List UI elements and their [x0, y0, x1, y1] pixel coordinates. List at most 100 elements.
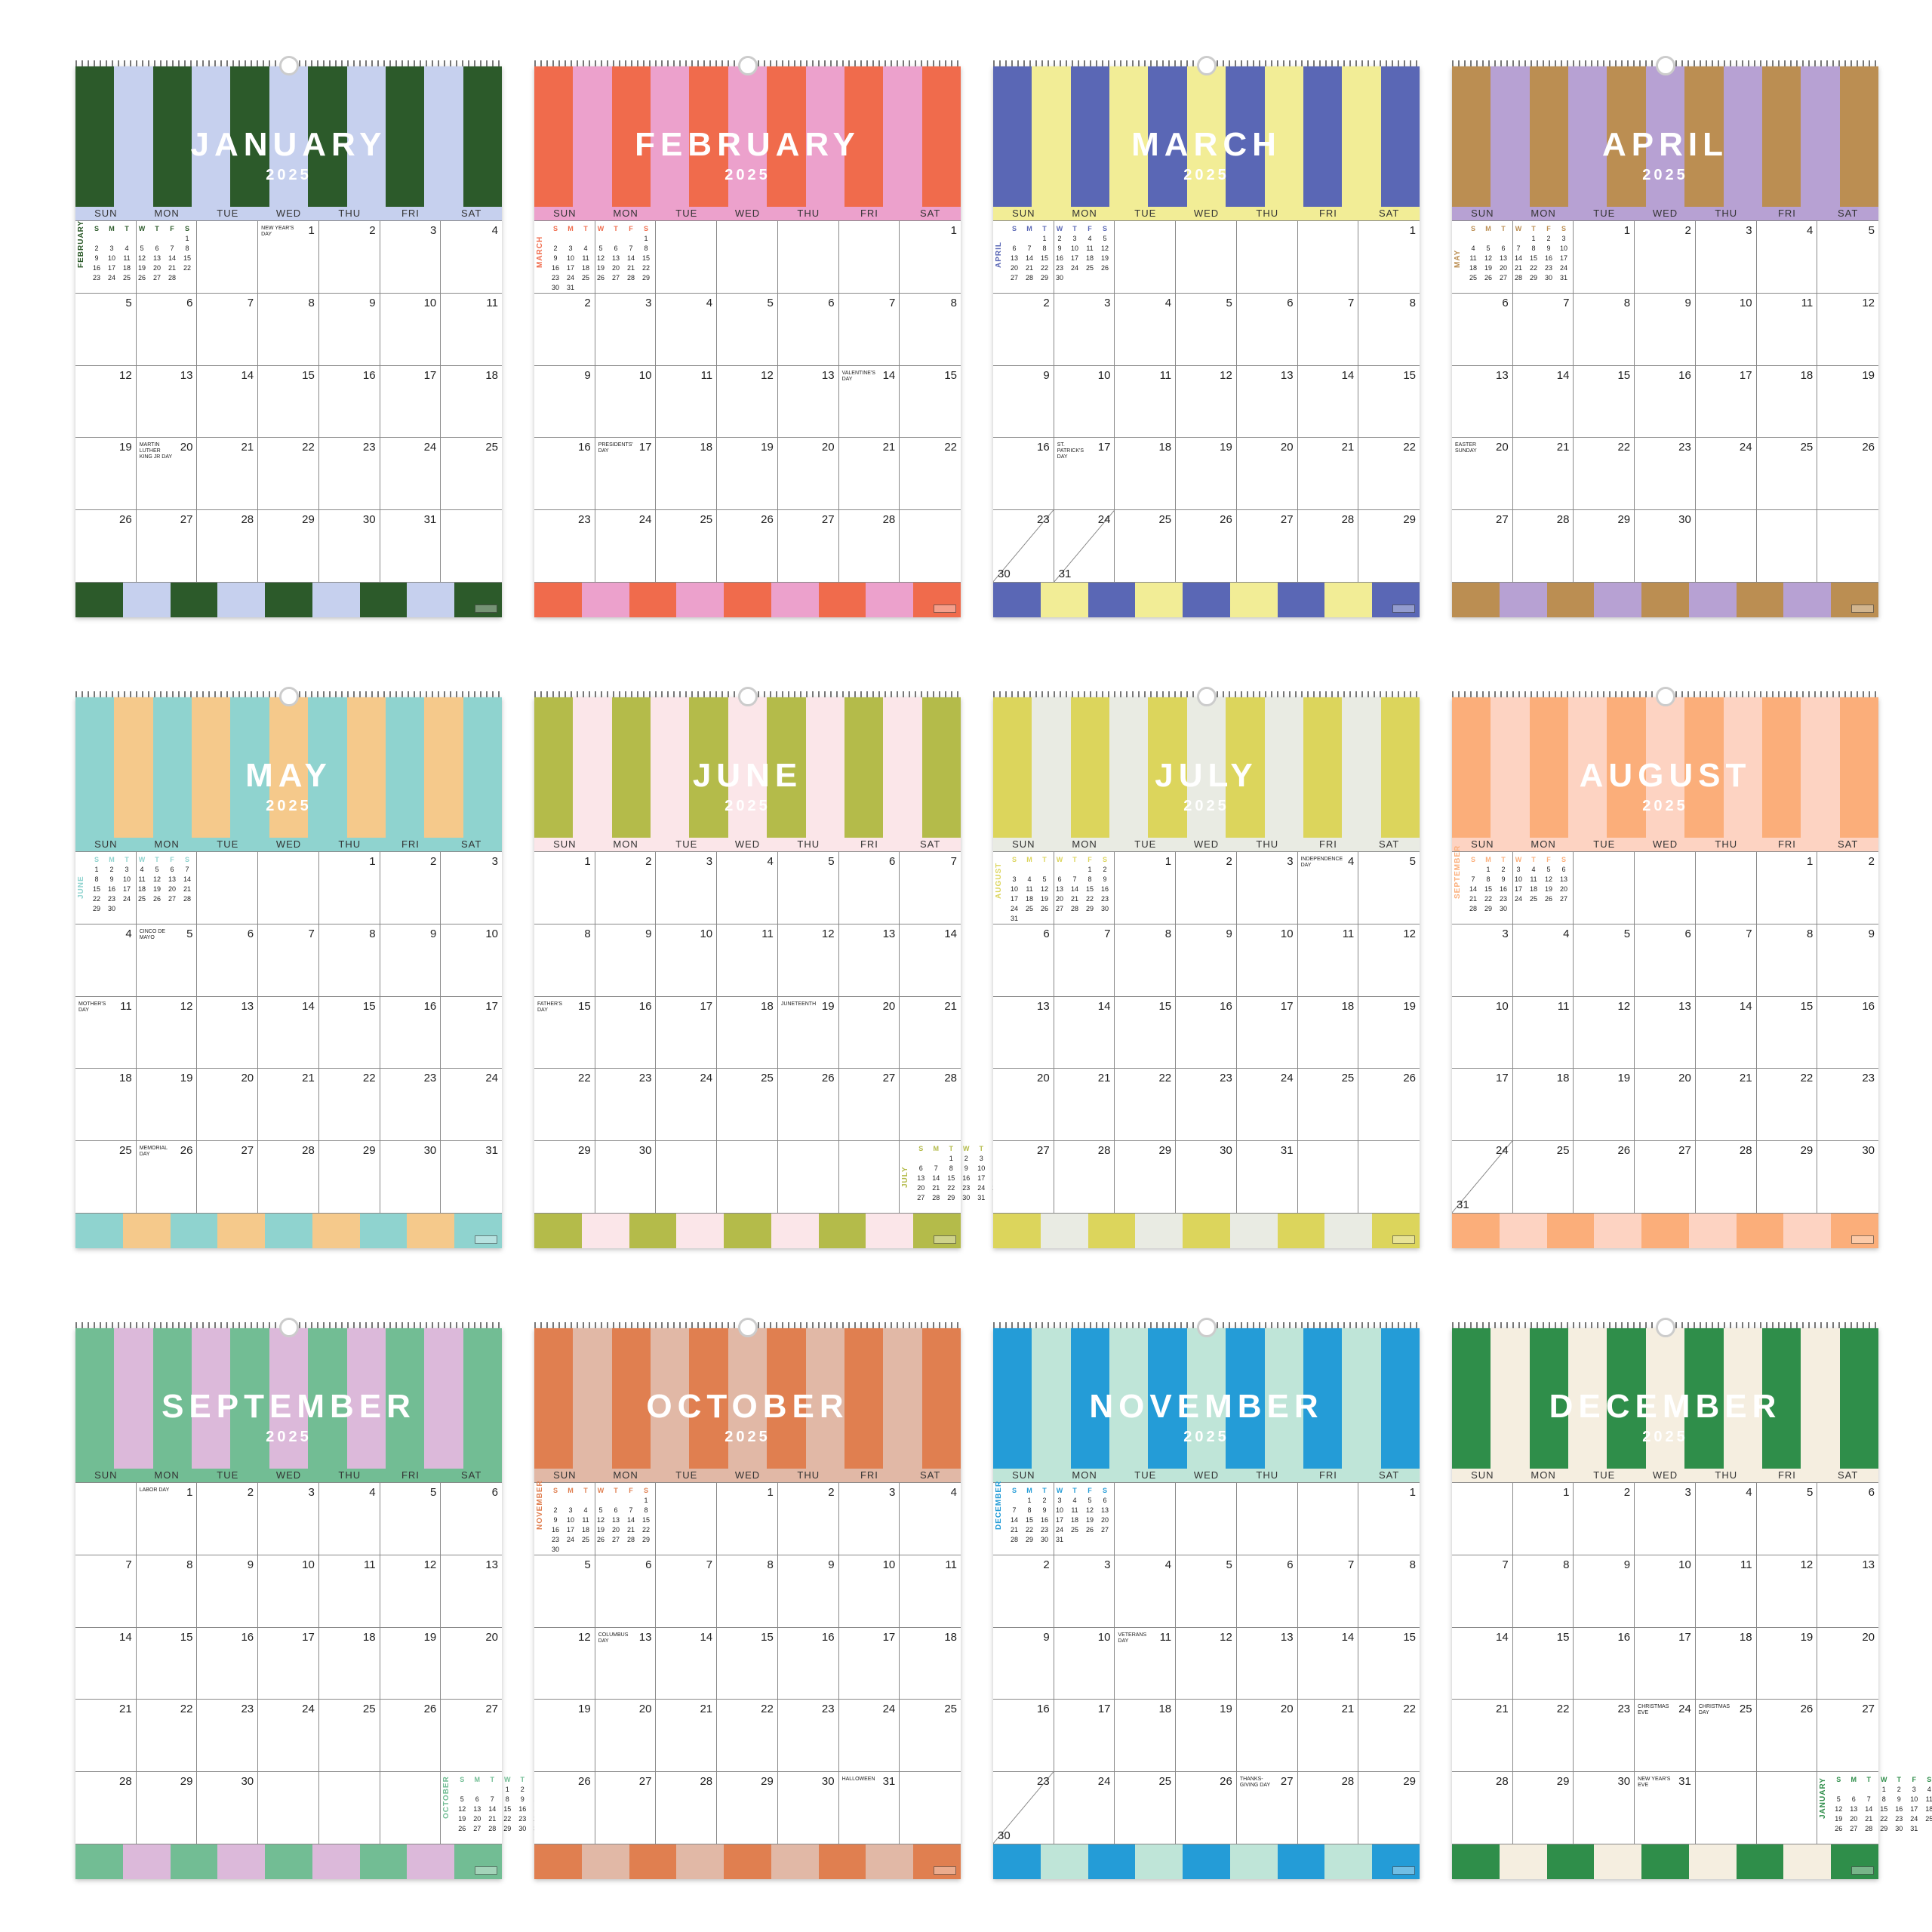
day-cell[interactable]: 14: [1512, 365, 1574, 438]
day-cell[interactable]: 10: [1054, 365, 1115, 438]
day-cell[interactable]: 3: [1054, 1555, 1115, 1628]
day-cell[interactable]: [318, 1772, 380, 1844]
day-cell[interactable]: 18: [656, 438, 718, 511]
day-cell[interactable]: 9: [1635, 293, 1696, 366]
day-cell[interactable]: 11 VETERANS DAY: [1115, 1627, 1177, 1700]
day-cell[interactable]: 3: [1635, 1483, 1696, 1555]
day-cell[interactable]: 6: [1236, 293, 1298, 366]
day-cell[interactable]: 29: [1358, 1772, 1420, 1844]
day-cell[interactable]: 25: [1297, 1069, 1359, 1142]
day-cell[interactable]: 20: [1236, 438, 1298, 511]
day-cell[interactable]: 26: [75, 510, 137, 583]
day-cell[interactable]: 28: [1297, 1772, 1359, 1844]
day-cell[interactable]: 9: [1817, 924, 1878, 997]
day-cell[interactable]: 25: [1512, 1141, 1574, 1214]
day-cell[interactable]: 27: [1635, 1141, 1696, 1214]
day-cell[interactable]: 29: [1358, 510, 1420, 583]
day-cell[interactable]: 24: [1054, 1772, 1115, 1844]
day-cell[interactable]: FEBRUARY S M T W T F S 1 2 3 4 5 6 7 8 9 10 11 12 13 14 15 16 17…: [75, 220, 191, 294]
day-cell[interactable]: 30: [1176, 1141, 1237, 1214]
day-cell[interactable]: 9: [777, 1555, 839, 1628]
day-cell[interactable]: [1574, 852, 1635, 924]
day-cell[interactable]: 6: [441, 1483, 502, 1555]
day-cell[interactable]: 6: [838, 852, 900, 924]
day-cell[interactable]: 24: [258, 1700, 319, 1773]
day-cell[interactable]: 28: [1695, 1141, 1757, 1214]
day-cell[interactable]: 7: [75, 1555, 137, 1628]
day-cell[interactable]: 23: [777, 1700, 839, 1773]
day-cell[interactable]: 21: [656, 1700, 718, 1773]
day-cell[interactable]: 14: [1054, 996, 1115, 1069]
day-cell[interactable]: 7: [1452, 1555, 1513, 1628]
day-cell[interactable]: 12: [1176, 1627, 1237, 1700]
day-cell[interactable]: 6: [595, 1555, 657, 1628]
day-cell[interactable]: 12: [1358, 924, 1420, 997]
day-cell[interactable]: 15: [318, 996, 380, 1069]
day-cell[interactable]: 7: [1054, 924, 1115, 997]
day-cell[interactable]: 30: [595, 1141, 657, 1214]
day-cell[interactable]: 27: [838, 1069, 900, 1142]
day-cell[interactable]: 16: [1574, 1627, 1635, 1700]
day-cell[interactable]: 3: [1452, 924, 1513, 997]
day-cell[interactable]: 17: [838, 1627, 900, 1700]
day-cell[interactable]: 6: [1236, 1555, 1298, 1628]
day-cell[interactable]: 1: [717, 1483, 778, 1555]
day-cell[interactable]: 20: [197, 1069, 259, 1142]
day-cell[interactable]: [1512, 221, 1574, 294]
day-cell[interactable]: 6: [993, 924, 1054, 997]
day-cell[interactable]: 9: [534, 365, 595, 438]
day-cell[interactable]: 11 MOTHER'S DAY: [75, 996, 137, 1069]
day-cell[interactable]: 28: [1054, 1141, 1115, 1214]
day-cell[interactable]: 27: [777, 510, 839, 583]
day-cell[interactable]: 27: [1452, 510, 1513, 583]
day-cell[interactable]: [1176, 1483, 1237, 1555]
day-cell[interactable]: 18: [1115, 438, 1177, 511]
day-cell[interactable]: 28: [656, 1772, 718, 1844]
day-cell[interactable]: 24: [595, 510, 657, 583]
day-cell[interactable]: 20: [1635, 1069, 1696, 1142]
day-cell[interactable]: 23: [595, 1069, 657, 1142]
day-cell[interactable]: 10: [1236, 924, 1298, 997]
day-cell[interactable]: 8: [136, 1555, 198, 1628]
day-cell[interactable]: 1: [1574, 221, 1635, 294]
day-cell[interactable]: 1 LABOR DAY: [136, 1483, 198, 1555]
day-cell[interactable]: 13: [1236, 365, 1298, 438]
day-cell[interactable]: 19: [1574, 1069, 1635, 1142]
day-cell[interactable]: 13: [1236, 1627, 1298, 1700]
day-cell[interactable]: [75, 1483, 137, 1555]
day-cell[interactable]: 2: [777, 1483, 839, 1555]
day-cell[interactable]: 25: [717, 1069, 778, 1142]
day-cell[interactable]: 18: [441, 366, 502, 438]
day-cell[interactable]: 11: [717, 924, 778, 997]
day-cell[interactable]: 26: [717, 510, 778, 583]
day-cell[interactable]: 25 CHRISTMAS DAY: [1695, 1700, 1757, 1773]
day-cell[interactable]: 28: [258, 1141, 319, 1214]
day-cell[interactable]: [197, 221, 259, 294]
day-cell[interactable]: 5 CINCO DE MAYO: [136, 924, 198, 997]
day-cell[interactable]: 25: [1115, 510, 1177, 583]
day-cell[interactable]: 16: [1176, 996, 1237, 1069]
day-cell[interactable]: 25: [656, 510, 718, 583]
day-cell[interactable]: 22: [900, 438, 961, 511]
day-cell[interactable]: 30: [1574, 1772, 1635, 1844]
day-cell[interactable]: 21: [838, 438, 900, 511]
day-cell[interactable]: 21: [1695, 1069, 1757, 1142]
day-cell[interactable]: 18: [1756, 365, 1818, 438]
day-cell[interactable]: 13: [1817, 1555, 1878, 1628]
day-cell[interactable]: 3: [258, 1483, 319, 1555]
day-cell[interactable]: 20: [1817, 1628, 1878, 1700]
day-cell[interactable]: 2: [1817, 852, 1878, 924]
day-cell[interactable]: 19: [136, 1069, 198, 1142]
day-cell[interactable]: 29: [1574, 510, 1635, 583]
day-cell[interactable]: 28: [1452, 1772, 1513, 1844]
day-cell[interactable]: 3: [656, 852, 718, 924]
day-cell[interactable]: 3: [1054, 293, 1115, 366]
day-cell[interactable]: 4: [900, 1483, 961, 1555]
day-cell[interactable]: [656, 221, 718, 294]
day-cell[interactable]: [1358, 1141, 1420, 1214]
day-cell[interactable]: 29: [318, 1141, 380, 1214]
day-cell[interactable]: [656, 1141, 718, 1214]
day-cell[interactable]: 29: [258, 510, 319, 583]
day-cell[interactable]: [1054, 221, 1115, 294]
day-cell[interactable]: JUNE S M T W T F S 1 2 3 4 5 6 7 8 9 10 11 12 13 14 15 16 17 18 19…: [75, 852, 191, 924]
